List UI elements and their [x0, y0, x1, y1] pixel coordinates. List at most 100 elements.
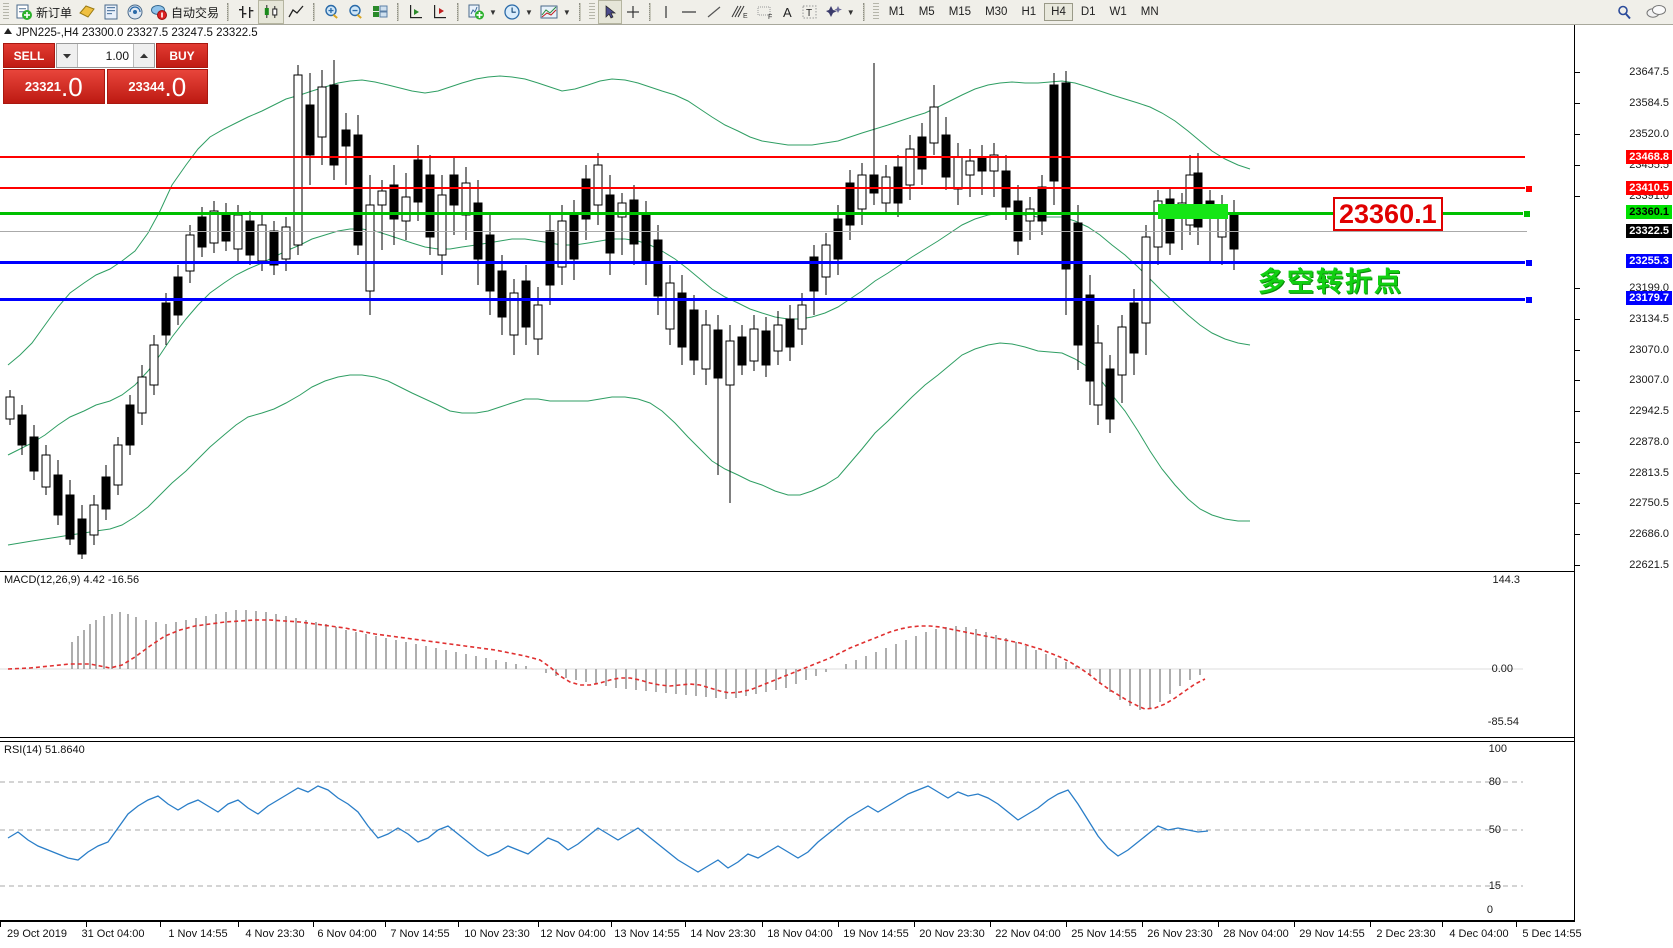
last-price-badge[interactable]: 23322.5: [1626, 224, 1672, 238]
profile-button[interactable]: [75, 1, 99, 23]
time-tick: 7 Nov 14:55: [390, 928, 450, 940]
toolbar-separator-4: [457, 3, 460, 21]
rsi-tick: 100: [1488, 743, 1507, 755]
zone-highlight-rect[interactable]: [1158, 204, 1228, 219]
candlestick-series: [5, 60, 1239, 559]
rsi-tick: 50: [1488, 824, 1501, 836]
timeframe-mn[interactable]: MN: [1140, 6, 1159, 18]
toolbar-grip-3[interactable]: [872, 3, 879, 21]
tile-windows-button[interactable]: [368, 1, 392, 23]
volume-increment-button[interactable]: [133, 44, 154, 67]
resistance-line-1[interactable]: [0, 156, 1525, 158]
search-icon[interactable]: [1616, 4, 1633, 21]
volume-value[interactable]: 1.00: [105, 48, 129, 63]
bar-chart-button[interactable]: [234, 1, 258, 23]
collapse-triangle-icon[interactable]: [4, 28, 12, 34]
buy-button[interactable]: BUY: [156, 43, 208, 68]
price-tick: 23520.0: [1629, 128, 1669, 140]
toolbar-grip-2[interactable]: [588, 3, 595, 21]
line-anchor[interactable]: [1525, 296, 1533, 304]
support-line-2[interactable]: [0, 296, 1533, 304]
time-tick: 12 Nov 04:00: [540, 928, 606, 940]
level-price-badge-resistance-2[interactable]: 23410.5: [1626, 181, 1672, 195]
time-tick: 1 Nov 14:55: [168, 928, 228, 940]
price-callout-label[interactable]: 23360.1: [1333, 197, 1443, 231]
text-button[interactable]: A: [778, 1, 798, 23]
time-tick: 4 Nov 23:30: [245, 928, 305, 940]
timeframe-w1[interactable]: W1: [1109, 6, 1127, 18]
period-dropdown-caret[interactable]: ▼: [524, 7, 533, 17]
line-anchor[interactable]: [1523, 210, 1531, 218]
trendline-button[interactable]: [702, 1, 726, 23]
price-tick: 22621.5: [1629, 559, 1669, 571]
chat-icon[interactable]: [1645, 4, 1667, 21]
period-icon: [504, 4, 520, 20]
cursor-button[interactable]: [597, 0, 622, 24]
indicators-dropdown-caret[interactable]: ▼: [489, 7, 497, 17]
period-button[interactable]: [500, 1, 524, 23]
price-tick: 23007.0: [1629, 374, 1669, 386]
bollinger-upper-band: [7, 75, 1251, 366]
sell-price-button[interactable]: 23321.0: [3, 69, 105, 104]
templates-dropdown-caret[interactable]: ▼: [562, 7, 571, 17]
signal-button[interactable]: [123, 1, 147, 23]
time-tick: 31 Oct 04:00: [81, 928, 145, 940]
chart-window[interactable]: JPN225-,H4 23300.0 23327.5 23247.5 23322…: [0, 25, 1673, 948]
text-label-button[interactable]: T: [798, 1, 822, 23]
news-button[interactable]: [99, 1, 123, 23]
price-tick: 23134.5: [1629, 313, 1669, 325]
auto-scroll-button[interactable]: [428, 1, 452, 23]
level-price-badge-resistance-1[interactable]: 23468.8: [1626, 150, 1672, 164]
toolbar-grip[interactable]: [3, 3, 9, 21]
sell-button[interactable]: SELL: [3, 43, 55, 68]
macd-pane[interactable]: MACD(12,26,9) 4.42 -16.56: [0, 571, 1575, 738]
new-order-button[interactable]: 新订单: [12, 1, 75, 23]
rsi-pane[interactable]: RSI(14) 51.8640 100 80 50 15 0: [0, 741, 1575, 921]
time-tick: 29 Oct 2019: [7, 928, 67, 940]
line-anchor[interactable]: [1525, 185, 1533, 193]
crosshair-button[interactable]: [622, 1, 644, 23]
horizontal-line-button[interactable]: [676, 1, 702, 23]
time-tick: 6 Nov 04:00: [317, 928, 377, 940]
timeframe-h4[interactable]: H4: [1044, 3, 1073, 21]
auto-trading-button[interactable]: 自动交易: [147, 1, 222, 23]
one-click-trading-panel[interactable]: SELL 1.00 BUY 23321.0 23344.0: [3, 43, 208, 104]
cursor-icon: [605, 5, 616, 19]
resistance-line-2[interactable]: [0, 185, 1533, 193]
line-chart-button[interactable]: [284, 1, 308, 23]
timeframe-m5[interactable]: M5: [918, 6, 935, 18]
channel-button[interactable]: F: [752, 1, 778, 23]
timeframe-m1[interactable]: M1: [888, 6, 905, 18]
chart-shift-button[interactable]: [404, 1, 428, 23]
level-price-badge-pivot[interactable]: 23360.1: [1626, 205, 1672, 219]
macd-tick: -85.54: [1487, 716, 1519, 728]
level-price-badge-support-1[interactable]: 23255.3: [1626, 254, 1672, 268]
price-axis[interactable]: 23647.5 23584.5 23520.0 23455.5 23391.0 …: [1574, 25, 1673, 922]
indicators-button[interactable]: [464, 1, 488, 23]
volume-stepper[interactable]: 1.00: [56, 43, 155, 68]
candlestick-chart-button[interactable]: [258, 0, 285, 24]
toolbar-separator: [227, 3, 230, 21]
timeframe-d1[interactable]: D1: [1080, 6, 1096, 18]
horizontal-line-icon: [681, 11, 696, 13]
zoom-out-button[interactable]: [344, 1, 368, 23]
shapes-button[interactable]: [822, 1, 846, 23]
vertical-line-button[interactable]: [656, 1, 676, 23]
timeframe-h1[interactable]: H1: [1021, 6, 1037, 18]
support-line-1[interactable]: [0, 259, 1533, 267]
level-price-badge-support-2[interactable]: 23179.7: [1626, 291, 1672, 305]
timeframe-m30[interactable]: M30: [985, 6, 1008, 18]
time-axis[interactable]: 29 Oct 2019 31 Oct 04:00 1 Nov 14:55 4 N…: [0, 921, 1582, 948]
volume-dropdown-button[interactable]: [57, 44, 78, 67]
timeframe-m15[interactable]: M15: [948, 6, 972, 18]
pivot-line-green[interactable]: [0, 210, 1531, 218]
line-anchor[interactable]: [1525, 259, 1533, 267]
indicators-icon: [468, 4, 485, 20]
time-tick: 5 Dec 14:55: [1522, 928, 1582, 940]
shapes-dropdown-caret[interactable]: ▼: [846, 7, 855, 17]
turning-point-note[interactable]: 多空转折点: [1258, 267, 1403, 297]
buy-price-button[interactable]: 23344.0: [106, 69, 208, 104]
templates-button[interactable]: [536, 1, 562, 23]
fibonacci-button[interactable]: E: [726, 1, 752, 23]
zoom-in-button[interactable]: [320, 1, 344, 23]
